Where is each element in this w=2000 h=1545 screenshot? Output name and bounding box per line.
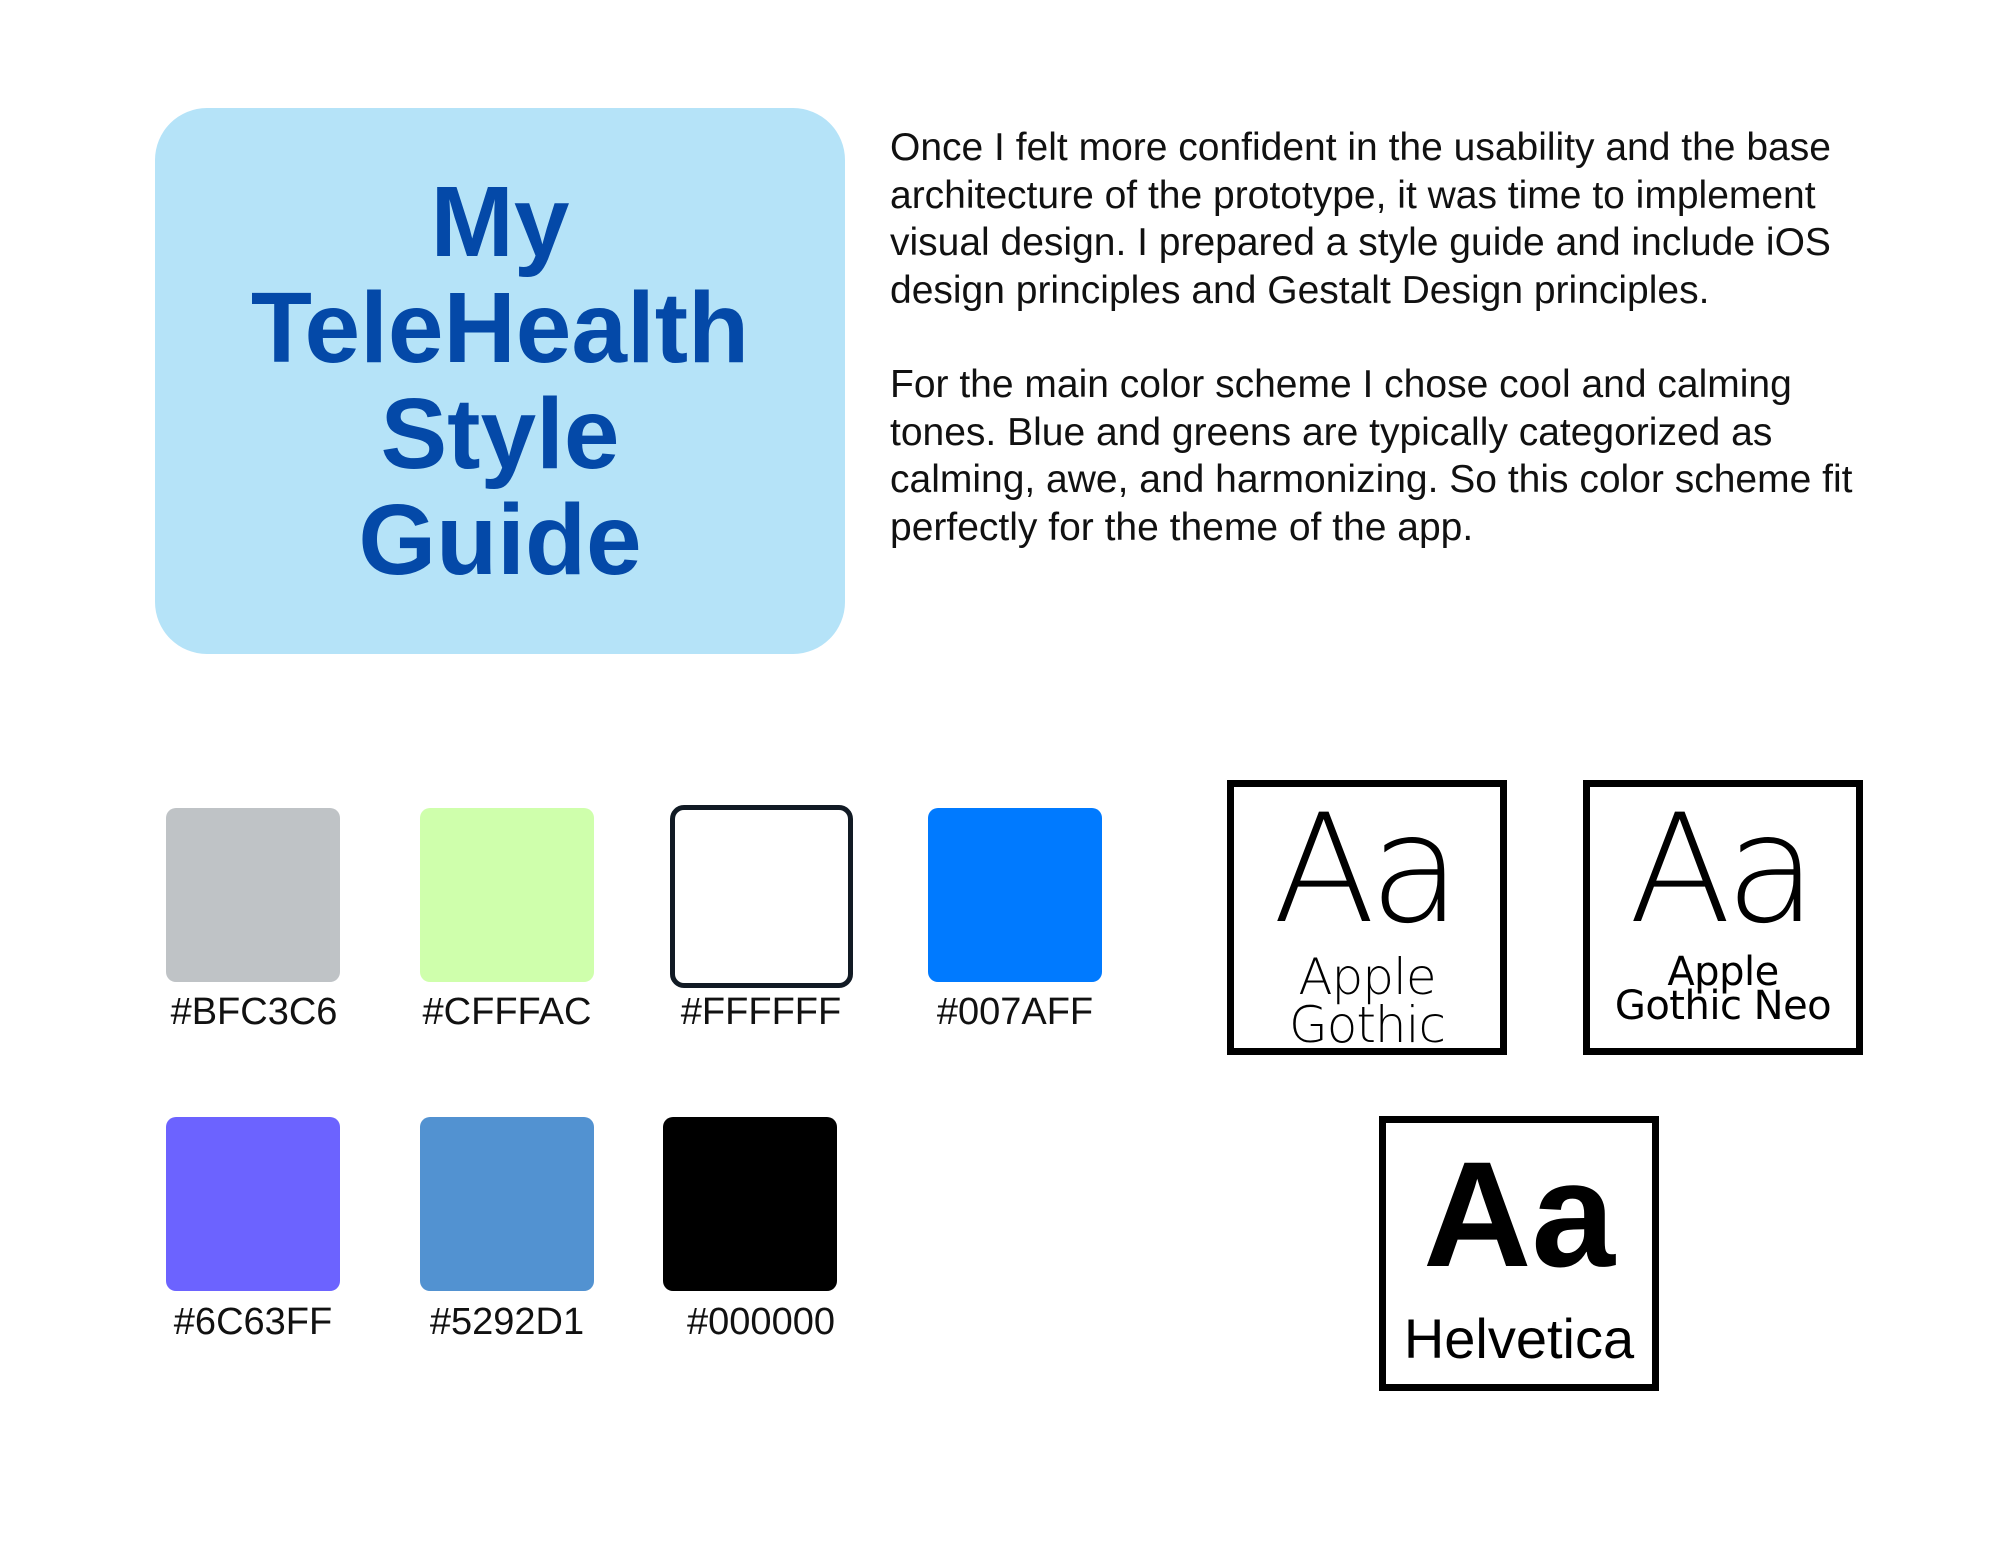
font-name: Apple Gothic xyxy=(1234,948,1500,1054)
font-card-apple-gothic-neo: Aa Apple Gothic Neo xyxy=(1583,780,1863,1055)
font-name: Helvetica xyxy=(1403,1307,1635,1370)
description: Once I felt more confident in the usabil… xyxy=(890,124,1890,598)
title-card: My TeleHealth Style Guide xyxy=(155,108,845,654)
color-swatch xyxy=(166,808,340,982)
font-name-line: Apple xyxy=(1298,948,1436,1006)
color-swatch xyxy=(670,805,853,988)
title-line: Style xyxy=(380,378,620,490)
color-label: #6C63FF xyxy=(173,1301,333,1343)
color-swatch xyxy=(928,808,1102,982)
color-swatch xyxy=(663,1117,837,1291)
font-card-apple-gothic: Aa Apple Gothic xyxy=(1227,780,1507,1055)
color-label: #5292D1 xyxy=(429,1301,585,1343)
page-title: My TeleHealth Style Guide xyxy=(155,169,845,593)
font-card-helvetica: Aa Helvetica xyxy=(1379,1116,1659,1391)
font-sample: Aa xyxy=(1272,783,1462,957)
font-name-line: Gothic Neo xyxy=(1614,983,1832,1029)
font-name-line: Apple xyxy=(1667,949,1779,995)
description-paragraph: For the main color scheme I chose cool a… xyxy=(890,363,1853,549)
color-swatch xyxy=(420,808,594,982)
title-line: Guide xyxy=(358,484,642,596)
font-sample: Aa xyxy=(1423,1130,1615,1298)
color-label: #BFC3C6 xyxy=(170,991,338,1033)
color-label: #007AFF xyxy=(936,991,1094,1033)
color-label: #FFFFFF xyxy=(680,991,842,1033)
font-name: Apple Gothic Neo xyxy=(1590,949,1856,1029)
title-line: TeleHealth xyxy=(250,272,750,384)
font-name-line: Gothic xyxy=(1288,996,1446,1054)
description-paragraph: Once I felt more confident in the usabil… xyxy=(890,126,1831,312)
title-line: My xyxy=(430,166,570,278)
font-sample: Aa xyxy=(1628,783,1818,957)
color-swatch xyxy=(166,1117,340,1291)
color-swatch xyxy=(420,1117,594,1291)
color-label: #000000 xyxy=(687,1301,835,1343)
color-label: #CFFFAC xyxy=(422,991,592,1033)
